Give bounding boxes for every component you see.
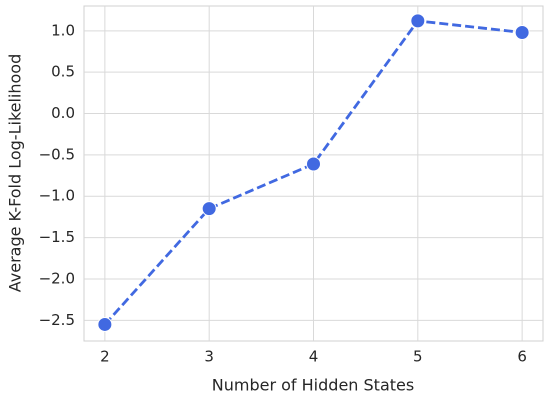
data-point xyxy=(97,316,113,332)
y-axis-label: Average K-Fold Log-Likelihood xyxy=(6,54,25,293)
y-tick-label: −1.0 xyxy=(39,187,75,205)
x-tick-label: 3 xyxy=(204,348,214,366)
x-tick-label: 5 xyxy=(413,348,423,366)
y-tick-label: 0.5 xyxy=(51,63,75,81)
data-line xyxy=(103,19,523,326)
y-tick-label: 0.0 xyxy=(51,104,75,122)
data-point xyxy=(410,13,426,29)
data-point xyxy=(306,156,321,172)
y-tick-label: 1.0 xyxy=(51,21,75,39)
y-tick-label: −0.5 xyxy=(39,145,75,163)
x-axis-label: Number of Hidden States xyxy=(212,376,414,395)
data-point xyxy=(514,24,530,40)
y-tick-label: −1.5 xyxy=(39,228,75,246)
x-tick-label: 4 xyxy=(309,348,319,366)
x-tick-label: 2 xyxy=(100,348,110,366)
x-tick-label: 6 xyxy=(517,348,527,366)
y-tick-label: −2.0 xyxy=(39,269,75,287)
y-tick-label: −2.5 xyxy=(39,311,75,329)
data-point xyxy=(201,201,217,217)
